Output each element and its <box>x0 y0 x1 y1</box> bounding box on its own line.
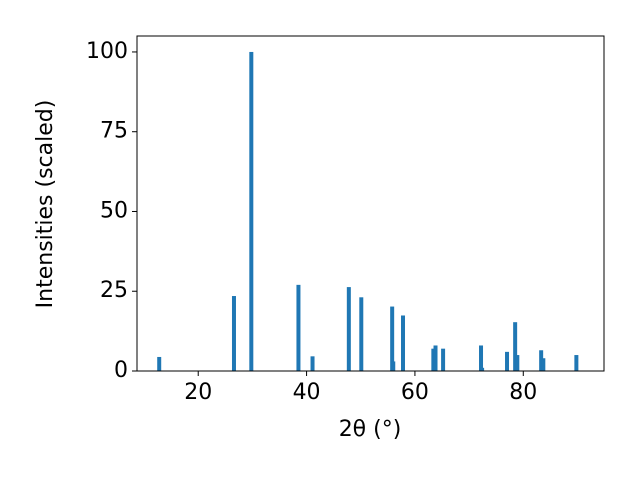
bar <box>346 287 351 371</box>
bar <box>539 350 544 371</box>
x-axis-label: 2θ (°) <box>339 417 402 442</box>
x-tick-label: 80 <box>509 380 537 405</box>
bar <box>401 315 406 371</box>
bar <box>515 355 520 371</box>
bar <box>505 351 510 371</box>
y-axis-label: Intensities (scaled) <box>33 100 58 309</box>
bar <box>433 345 438 371</box>
bar <box>390 306 395 371</box>
bar <box>480 367 485 371</box>
y-tick-label: 25 <box>100 278 128 303</box>
x-tick-label: 20 <box>184 380 212 405</box>
bar <box>479 345 484 371</box>
bar <box>157 356 162 371</box>
bar <box>391 361 396 371</box>
bar <box>310 356 315 371</box>
bar <box>513 322 518 371</box>
y-tick-label: 100 <box>86 39 128 64</box>
bar <box>574 355 579 371</box>
y-tick-label: 75 <box>100 119 128 144</box>
bar <box>441 348 446 371</box>
bar <box>296 284 301 371</box>
y-tick-label: 0 <box>114 358 128 383</box>
plot-frame <box>136 35 605 372</box>
bar <box>431 348 436 371</box>
bar <box>231 296 236 371</box>
bar <box>249 51 254 371</box>
bar <box>541 358 546 371</box>
y-tick-label: 50 <box>100 198 128 223</box>
x-tick-label: 40 <box>293 380 321 405</box>
bar <box>359 297 364 371</box>
x-tick-label: 60 <box>401 380 429 405</box>
